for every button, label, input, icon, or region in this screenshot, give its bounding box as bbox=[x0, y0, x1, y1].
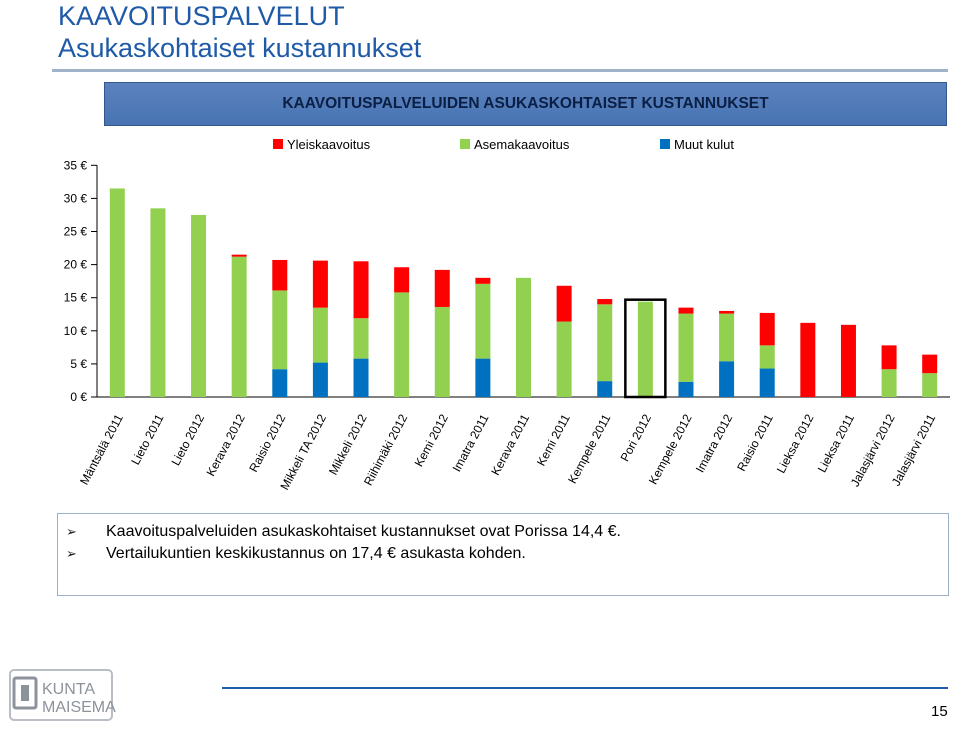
x-tick-label: Lieksa 2012 bbox=[774, 412, 817, 476]
title-divider bbox=[52, 69, 948, 72]
bar-segment-asemakaavoitus bbox=[272, 290, 288, 370]
legend-label: Asemakaavoitus bbox=[474, 137, 570, 152]
bullet-text: Kaavoituspalveluiden asukaskohtaiset kus… bbox=[106, 523, 621, 540]
x-tick-label: Kemi 2011 bbox=[534, 412, 573, 469]
bar-segment-asemakaavoitus bbox=[637, 301, 653, 397]
bar-segment-muut-kulut bbox=[312, 362, 328, 397]
bar-segment-muut-kulut bbox=[597, 381, 613, 397]
bar-segment-yleiskaavoitus bbox=[719, 310, 735, 314]
x-tick-label: Kempele 2011 bbox=[565, 412, 613, 486]
x-tick-label: Imatra 2012 bbox=[693, 412, 736, 475]
x-tick-label: Kerava 2012 bbox=[204, 412, 248, 479]
bullet-item: ➢ Kaavoituspalveluiden asukaskohtaiset ku… bbox=[66, 522, 621, 542]
x-tick-label: Imatra 2011 bbox=[450, 412, 492, 475]
x-tick-label: Lieto 2011 bbox=[128, 412, 166, 468]
x-tick-label: Mäntsälä 2011 bbox=[77, 412, 126, 488]
bar-segment-yleiskaavoitus bbox=[759, 312, 775, 346]
bar-segment-muut-kulut bbox=[759, 368, 775, 397]
bar-segment-asemakaavoitus bbox=[475, 283, 491, 359]
bar-segment-muut-kulut bbox=[475, 358, 491, 397]
x-tick-label: Kemi 2012 bbox=[412, 412, 451, 470]
bar-segment-asemakaavoitus bbox=[394, 292, 410, 397]
bullet-arrow-icon: ➢ bbox=[66, 546, 77, 561]
bar-segment-asemakaavoitus bbox=[759, 345, 775, 369]
bullet-text: Vertailukuntien keskikustannus on 17,4 €… bbox=[106, 545, 526, 562]
y-tick-label: 20 € bbox=[64, 258, 88, 272]
stacked-bar-chart: 0 € 5 € 10 € 15 € 20 € 25 € 30 € 35 € Mäntsälä 2… bbox=[64, 137, 950, 492]
bar-segment-yleiskaavoitus bbox=[597, 299, 613, 305]
highlight-box bbox=[624, 298, 667, 399]
y-tick-label: 15 € bbox=[64, 291, 88, 305]
y-tick-label: 35 € bbox=[64, 158, 88, 172]
bar-segment-asemakaavoitus bbox=[353, 318, 369, 359]
bar-segment-asemakaavoitus bbox=[922, 373, 938, 397]
bar-segment-yleiskaavoitus bbox=[881, 345, 897, 370]
y-tick-label: 30 € bbox=[64, 191, 88, 205]
bar-segment-yleiskaavoitus bbox=[394, 267, 410, 293]
x-tick-label: Lieksa 2011 bbox=[815, 412, 857, 475]
x-tick-label: Mikkeli 2012 bbox=[326, 412, 370, 478]
bar-segment-asemakaavoitus bbox=[312, 307, 328, 363]
bar-segment-muut-kulut bbox=[678, 381, 694, 397]
bar-segment-muut-kulut bbox=[719, 361, 735, 397]
y-tick-label: 10 € bbox=[64, 324, 88, 338]
bar-segment-muut-kulut bbox=[272, 369, 288, 397]
bar-segment-asemakaavoitus bbox=[516, 277, 531, 397]
legend-swatch bbox=[460, 139, 470, 149]
bar-segment-yleiskaavoitus bbox=[353, 261, 369, 319]
y-tick-label: 25 € bbox=[64, 225, 88, 239]
bar-segment-yleiskaavoitus bbox=[231, 254, 247, 257]
y-tick-label: 0 € bbox=[70, 390, 87, 404]
x-tick-label: Kempele 2012 bbox=[646, 412, 695, 487]
legend-label: Yleiskaavoitus bbox=[287, 137, 371, 152]
y-tick-label: 5 € bbox=[70, 357, 87, 371]
bar-segment-muut-kulut bbox=[353, 358, 369, 397]
bar-segment-yleiskaavoitus bbox=[434, 269, 450, 307]
legend-swatch bbox=[273, 139, 283, 149]
footer-divider bbox=[222, 687, 948, 689]
bar-segment-yleiskaavoitus bbox=[475, 277, 491, 284]
bar-segment-yleiskaavoitus bbox=[922, 354, 938, 374]
bar-segment-asemakaavoitus bbox=[231, 256, 247, 397]
x-tick-label: Riihimäki 2012 bbox=[361, 412, 410, 488]
bar-segment-asemakaavoitus bbox=[719, 313, 735, 362]
bar-segment-yleiskaavoitus bbox=[678, 307, 694, 314]
bar-segment-asemakaavoitus bbox=[109, 188, 125, 397]
bar-segment-asemakaavoitus bbox=[556, 321, 572, 397]
bar-segment-asemakaavoitus bbox=[434, 306, 450, 397]
bar-segment-asemakaavoitus bbox=[597, 304, 613, 382]
bar-segment-yleiskaavoitus bbox=[800, 322, 816, 397]
bullet-arrow-icon: ➢ bbox=[66, 524, 77, 539]
bar-segment-yleiskaavoitus bbox=[840, 324, 856, 397]
bullet-item: ➢ Vertailukuntien keskikustannus on 17,4 … bbox=[66, 544, 526, 564]
slide-subtitle: Asukaskohtaiset kustannukset bbox=[58, 33, 422, 63]
x-tick-label: Lieto 2012 bbox=[169, 412, 208, 468]
x-tick-label: Raisio 2012 bbox=[246, 412, 288, 475]
chart-title: KAAVOITUSPALVELUIDEN ASUKASKOHTAISET KUS… bbox=[104, 82, 947, 126]
slide-title: KAAVOITUSPALVELUT bbox=[58, 1, 345, 31]
bar-segment-asemakaavoitus bbox=[881, 369, 897, 397]
bullet-textbox: ➢ Kaavoituspalveluiden asukaskohtaiset ku… bbox=[57, 513, 949, 596]
x-tick-label: Kerava 2011 bbox=[488, 412, 532, 478]
legend-swatch bbox=[660, 139, 670, 149]
bar-segment-asemakaavoitus bbox=[678, 313, 694, 382]
bar-segment-yleiskaavoitus bbox=[312, 260, 328, 308]
x-tick-label: Raisio 2011 bbox=[734, 412, 776, 474]
bar-segment-asemakaavoitus bbox=[150, 208, 166, 397]
logo-text: KUNTA bbox=[42, 681, 95, 698]
legend-label: Muut kulut bbox=[674, 137, 734, 152]
bar-segment-yleiskaavoitus bbox=[556, 285, 572, 322]
logo-text: MAISEMA bbox=[42, 699, 116, 716]
x-tick-label: Pori 2012 bbox=[618, 412, 655, 464]
bar-segment-yleiskaavoitus bbox=[272, 259, 288, 291]
bar-segment-asemakaavoitus bbox=[191, 214, 207, 397]
x-tick-label: Jalasjärvi 2011 bbox=[889, 412, 939, 489]
page-number: 15 bbox=[931, 703, 948, 720]
